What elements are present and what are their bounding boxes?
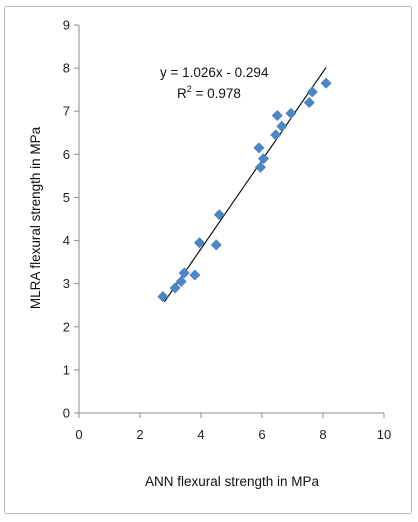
x-axis-title: ANN flexural strength in MPa	[145, 474, 320, 489]
y-tick-label: 3	[63, 276, 70, 291]
x-tick-label: 8	[319, 427, 326, 442]
y-tick-label: 5	[63, 190, 70, 205]
x-tick-label: 4	[197, 427, 204, 442]
data-point	[193, 237, 206, 249]
x-axis-ticks: 0 2 4 6 8 10	[75, 413, 391, 442]
data-point	[270, 129, 282, 141]
x-tick-label: 6	[258, 427, 265, 442]
y-tick-label: 9	[63, 18, 70, 33]
y-tick-label: 1	[63, 362, 70, 377]
x-tick-label: 2	[136, 427, 143, 442]
y-tick-label: 8	[63, 61, 70, 76]
x-tick-label: 0	[75, 427, 82, 442]
data-points	[157, 77, 332, 303]
r-squared-value: = 0.978	[192, 86, 241, 101]
data-point	[157, 291, 169, 303]
data-point	[303, 97, 315, 109]
x-tick-label: 10	[377, 427, 391, 442]
data-point	[271, 109, 283, 122]
data-point	[169, 282, 181, 294]
trendline	[163, 67, 327, 303]
data-point	[320, 77, 332, 89]
y-tick-label: 6	[63, 147, 70, 162]
y-tick-label: 4	[63, 233, 70, 248]
data-point	[210, 239, 222, 251]
axes	[78, 25, 384, 414]
data-point	[254, 161, 267, 173]
r-squared-superscript: 2	[187, 84, 192, 94]
y-tick-label: 0	[63, 406, 70, 421]
r-squared-prefix: R	[177, 86, 187, 101]
data-point	[189, 269, 201, 281]
data-point	[306, 86, 318, 98]
data-point	[276, 120, 288, 132]
chart-frame	[4, 6, 412, 514]
data-point	[175, 275, 187, 288]
data-point	[178, 267, 190, 279]
trendline-equation: y = 1.026x - 0.294	[160, 65, 269, 80]
y-axis-ticks: 0 1 2 3 4 5 6 7 8 9	[63, 18, 79, 421]
r-squared-label: R2 = 0.978	[177, 84, 241, 101]
data-point	[213, 209, 225, 221]
y-tick-label: 7	[63, 104, 70, 119]
data-point	[285, 107, 297, 119]
data-point	[257, 153, 270, 165]
data-point	[253, 142, 265, 154]
y-axis-title: MLRA flexural strength in MPa	[28, 126, 43, 309]
y-tick-label: 2	[63, 319, 70, 334]
